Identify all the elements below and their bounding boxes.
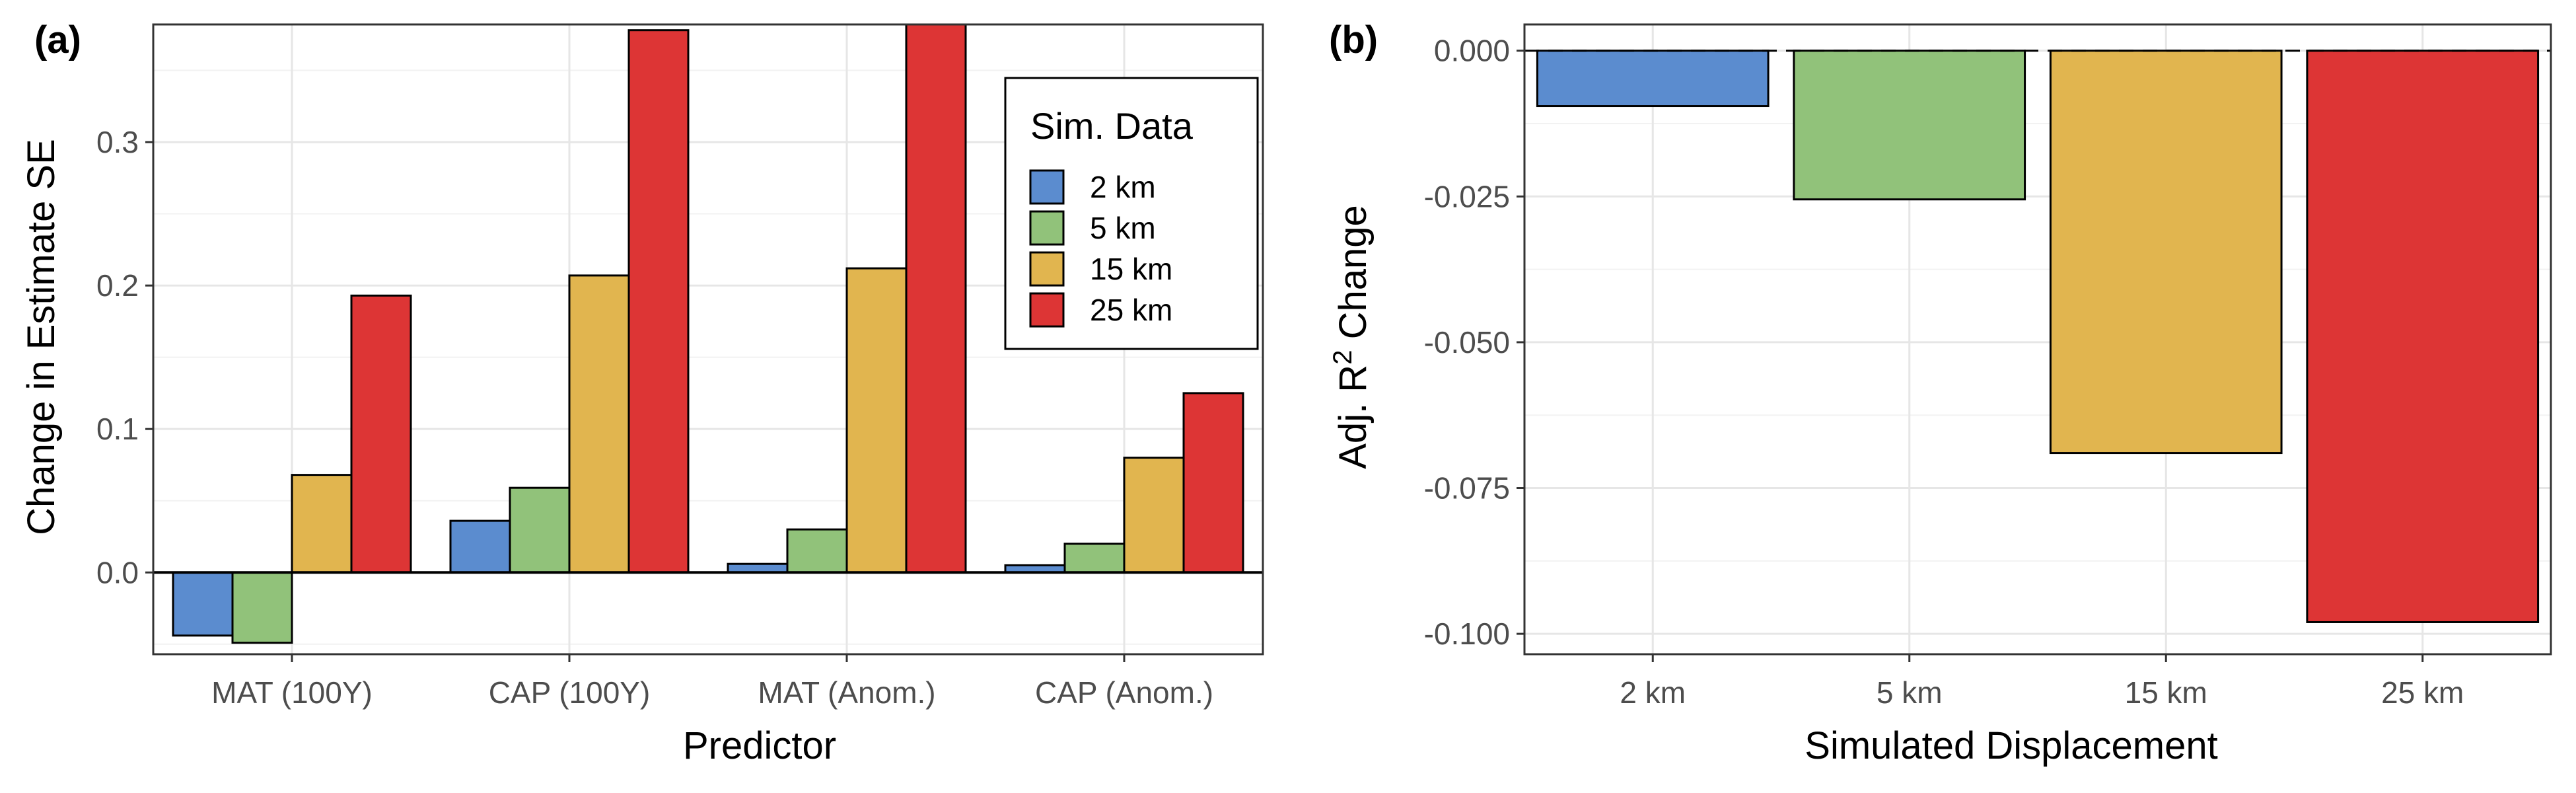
legend-swatch <box>1029 251 1065 287</box>
panel-a-y-axis-title: Change in Estimate SE <box>20 139 63 535</box>
legend-title: Sim. Data <box>1030 105 1194 147</box>
panel-a-y-ticks: 0.0 0.1 0.2 0.3 <box>96 125 153 589</box>
y-tick-label: 0.1 <box>96 412 139 446</box>
bar-5km-2 <box>786 528 848 574</box>
bar-25km-1 <box>627 29 690 574</box>
legend-swatch <box>1029 169 1065 205</box>
x-tick-label: MAT (Anom.) <box>758 675 935 710</box>
x-tick-label: CAP (100Y) <box>489 675 651 710</box>
bar-2km <box>1536 50 1770 108</box>
bar-25km <box>2306 50 2540 623</box>
panel-a-plot-frame <box>152 23 1264 656</box>
legend-label: 15 km <box>1090 252 1172 286</box>
panel-b-y-ticks: 0.000 -0.025 -0.050 -0.075 -0.100 <box>1424 34 1524 651</box>
y-tick-label: 0.3 <box>96 125 139 159</box>
bar-15km-0 <box>291 474 353 574</box>
panel-b-y-axis-title: Adj. R2 Change <box>1328 205 1375 469</box>
legend-label: 5 km <box>1090 211 1156 245</box>
bar-25km-0 <box>350 294 412 574</box>
legend-swatch <box>1029 292 1065 328</box>
x-tick-label: CAP (Anom.) <box>1035 675 1213 710</box>
bar-25km-3 <box>1182 392 1244 574</box>
legend: Sim. Data 2 km 5 km 15 km 25 km <box>1004 77 1259 350</box>
x-tick-label: MAT (100Y) <box>211 675 373 710</box>
bar-15km-1 <box>568 274 630 574</box>
x-tick-label: 25 km <box>2381 675 2464 710</box>
panel-b-x-axis-title: Simulated Displacement <box>1805 724 2217 767</box>
bar-15km-2 <box>845 267 908 574</box>
panel-a: (a) 0.00.10.20.3 MAT (100Y) CAP (100Y) MAT… <box>20 19 1264 767</box>
panel-b-bars <box>1536 50 2540 623</box>
bar-2km-0 <box>172 571 234 637</box>
panel-a-bars <box>172 23 1244 644</box>
panel-b-y-axis-title-main: Adj. R <box>1332 365 1375 469</box>
panel-b-y-axis-title-rest: Change <box>1332 205 1375 350</box>
bar-5km-0 <box>231 571 293 644</box>
y-tick-label: 0.2 <box>96 268 139 303</box>
panel-a-x-axis-title: Predictor <box>683 724 836 767</box>
legend-label: 25 km <box>1090 293 1172 327</box>
panel-b-x-ticks: 2 km 5 km 15 km 25 km <box>1620 654 2464 710</box>
y-tick-label: 0.000 <box>1434 34 1510 68</box>
bar-5km-3 <box>1063 543 1126 574</box>
y-tick-label: 0.0 <box>96 555 139 589</box>
panel-b-y-axis-title-superscript: 2 <box>1328 350 1357 365</box>
bar-5km-1 <box>509 486 571 574</box>
x-tick-label: 2 km <box>1620 675 1686 710</box>
bar-2km-1 <box>449 519 511 574</box>
bar-15km <box>2049 50 2283 455</box>
bar-25km-2 <box>905 23 967 574</box>
bar-15km-3 <box>1123 457 1185 574</box>
panel-b-label: (b) <box>1329 19 1378 61</box>
legend-label: 2 km <box>1090 170 1156 204</box>
panel-b: (b) 0.000 -0.025 -0.050 -0.075 -0.100 2 km 5 … <box>1328 19 2552 767</box>
bar-5km <box>1793 50 2026 201</box>
y-tick-label: -0.075 <box>1424 471 1510 506</box>
y-tick-label: -0.050 <box>1424 325 1510 359</box>
y-tick-label: -0.100 <box>1424 617 1510 651</box>
x-tick-label: 5 km <box>1877 675 1943 710</box>
y-tick-label: -0.025 <box>1424 179 1510 213</box>
x-tick-label: 15 km <box>2125 675 2207 710</box>
panel-a-label: (a) <box>34 19 81 61</box>
panel-a-x-ticks: MAT (100Y) CAP (100Y) MAT (Anom.) CAP (Anom… <box>211 654 1213 710</box>
legend-swatch <box>1029 210 1065 246</box>
panel-b-plot-frame <box>1523 23 2552 656</box>
